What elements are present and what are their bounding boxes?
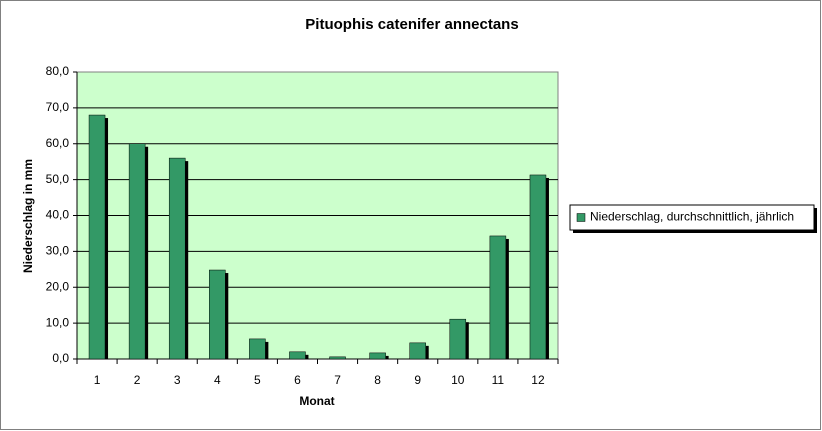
x-tick-label: 1 bbox=[94, 373, 101, 387]
x-tick-label: 8 bbox=[374, 373, 381, 387]
bar bbox=[209, 269, 226, 360]
x-tick-label: 4 bbox=[214, 373, 221, 387]
bar bbox=[329, 356, 346, 360]
y-tick-label: 0,0 bbox=[52, 351, 69, 365]
x-tick-label: 7 bbox=[334, 373, 341, 387]
y-tick-label: 10,0 bbox=[46, 315, 70, 329]
bar bbox=[409, 342, 426, 360]
x-tick-label: 10 bbox=[451, 373, 465, 387]
legend-swatch bbox=[576, 213, 586, 222]
legend-label: Niederschlag, durchschnittlich, jährlich bbox=[590, 210, 794, 224]
bar bbox=[449, 318, 467, 360]
x-tick-label: 3 bbox=[174, 373, 181, 387]
bar bbox=[128, 143, 146, 360]
x-tick-label: 9 bbox=[414, 373, 421, 387]
x-tick-label: 6 bbox=[294, 373, 301, 387]
y-tick-label: 30,0 bbox=[46, 244, 70, 258]
bar bbox=[249, 338, 266, 360]
y-tick-label: 20,0 bbox=[46, 279, 70, 293]
x-tick-label: 5 bbox=[254, 373, 261, 387]
y-tick-label: 60,0 bbox=[46, 136, 70, 150]
y-tick-label: 50,0 bbox=[46, 172, 70, 186]
x-tick-label: 11 bbox=[492, 373, 505, 387]
x-tick-label: 2 bbox=[134, 373, 141, 387]
bar bbox=[529, 174, 547, 360]
bar bbox=[168, 157, 186, 360]
bar bbox=[88, 114, 106, 360]
bar bbox=[489, 235, 507, 360]
y-tick-label: 70,0 bbox=[46, 100, 70, 114]
y-tick-label: 80,0 bbox=[46, 64, 70, 78]
x-axis-title: Monat bbox=[299, 394, 334, 408]
bar bbox=[289, 351, 306, 360]
chart-title: Pituophis catenifer annectans bbox=[305, 16, 518, 33]
y-tick-label: 40,0 bbox=[46, 208, 70, 222]
x-tick-label: 12 bbox=[531, 373, 545, 387]
y-axis-title: Niederschlag in mm bbox=[21, 159, 35, 273]
legend bbox=[569, 204, 815, 231]
bar bbox=[369, 352, 386, 360]
